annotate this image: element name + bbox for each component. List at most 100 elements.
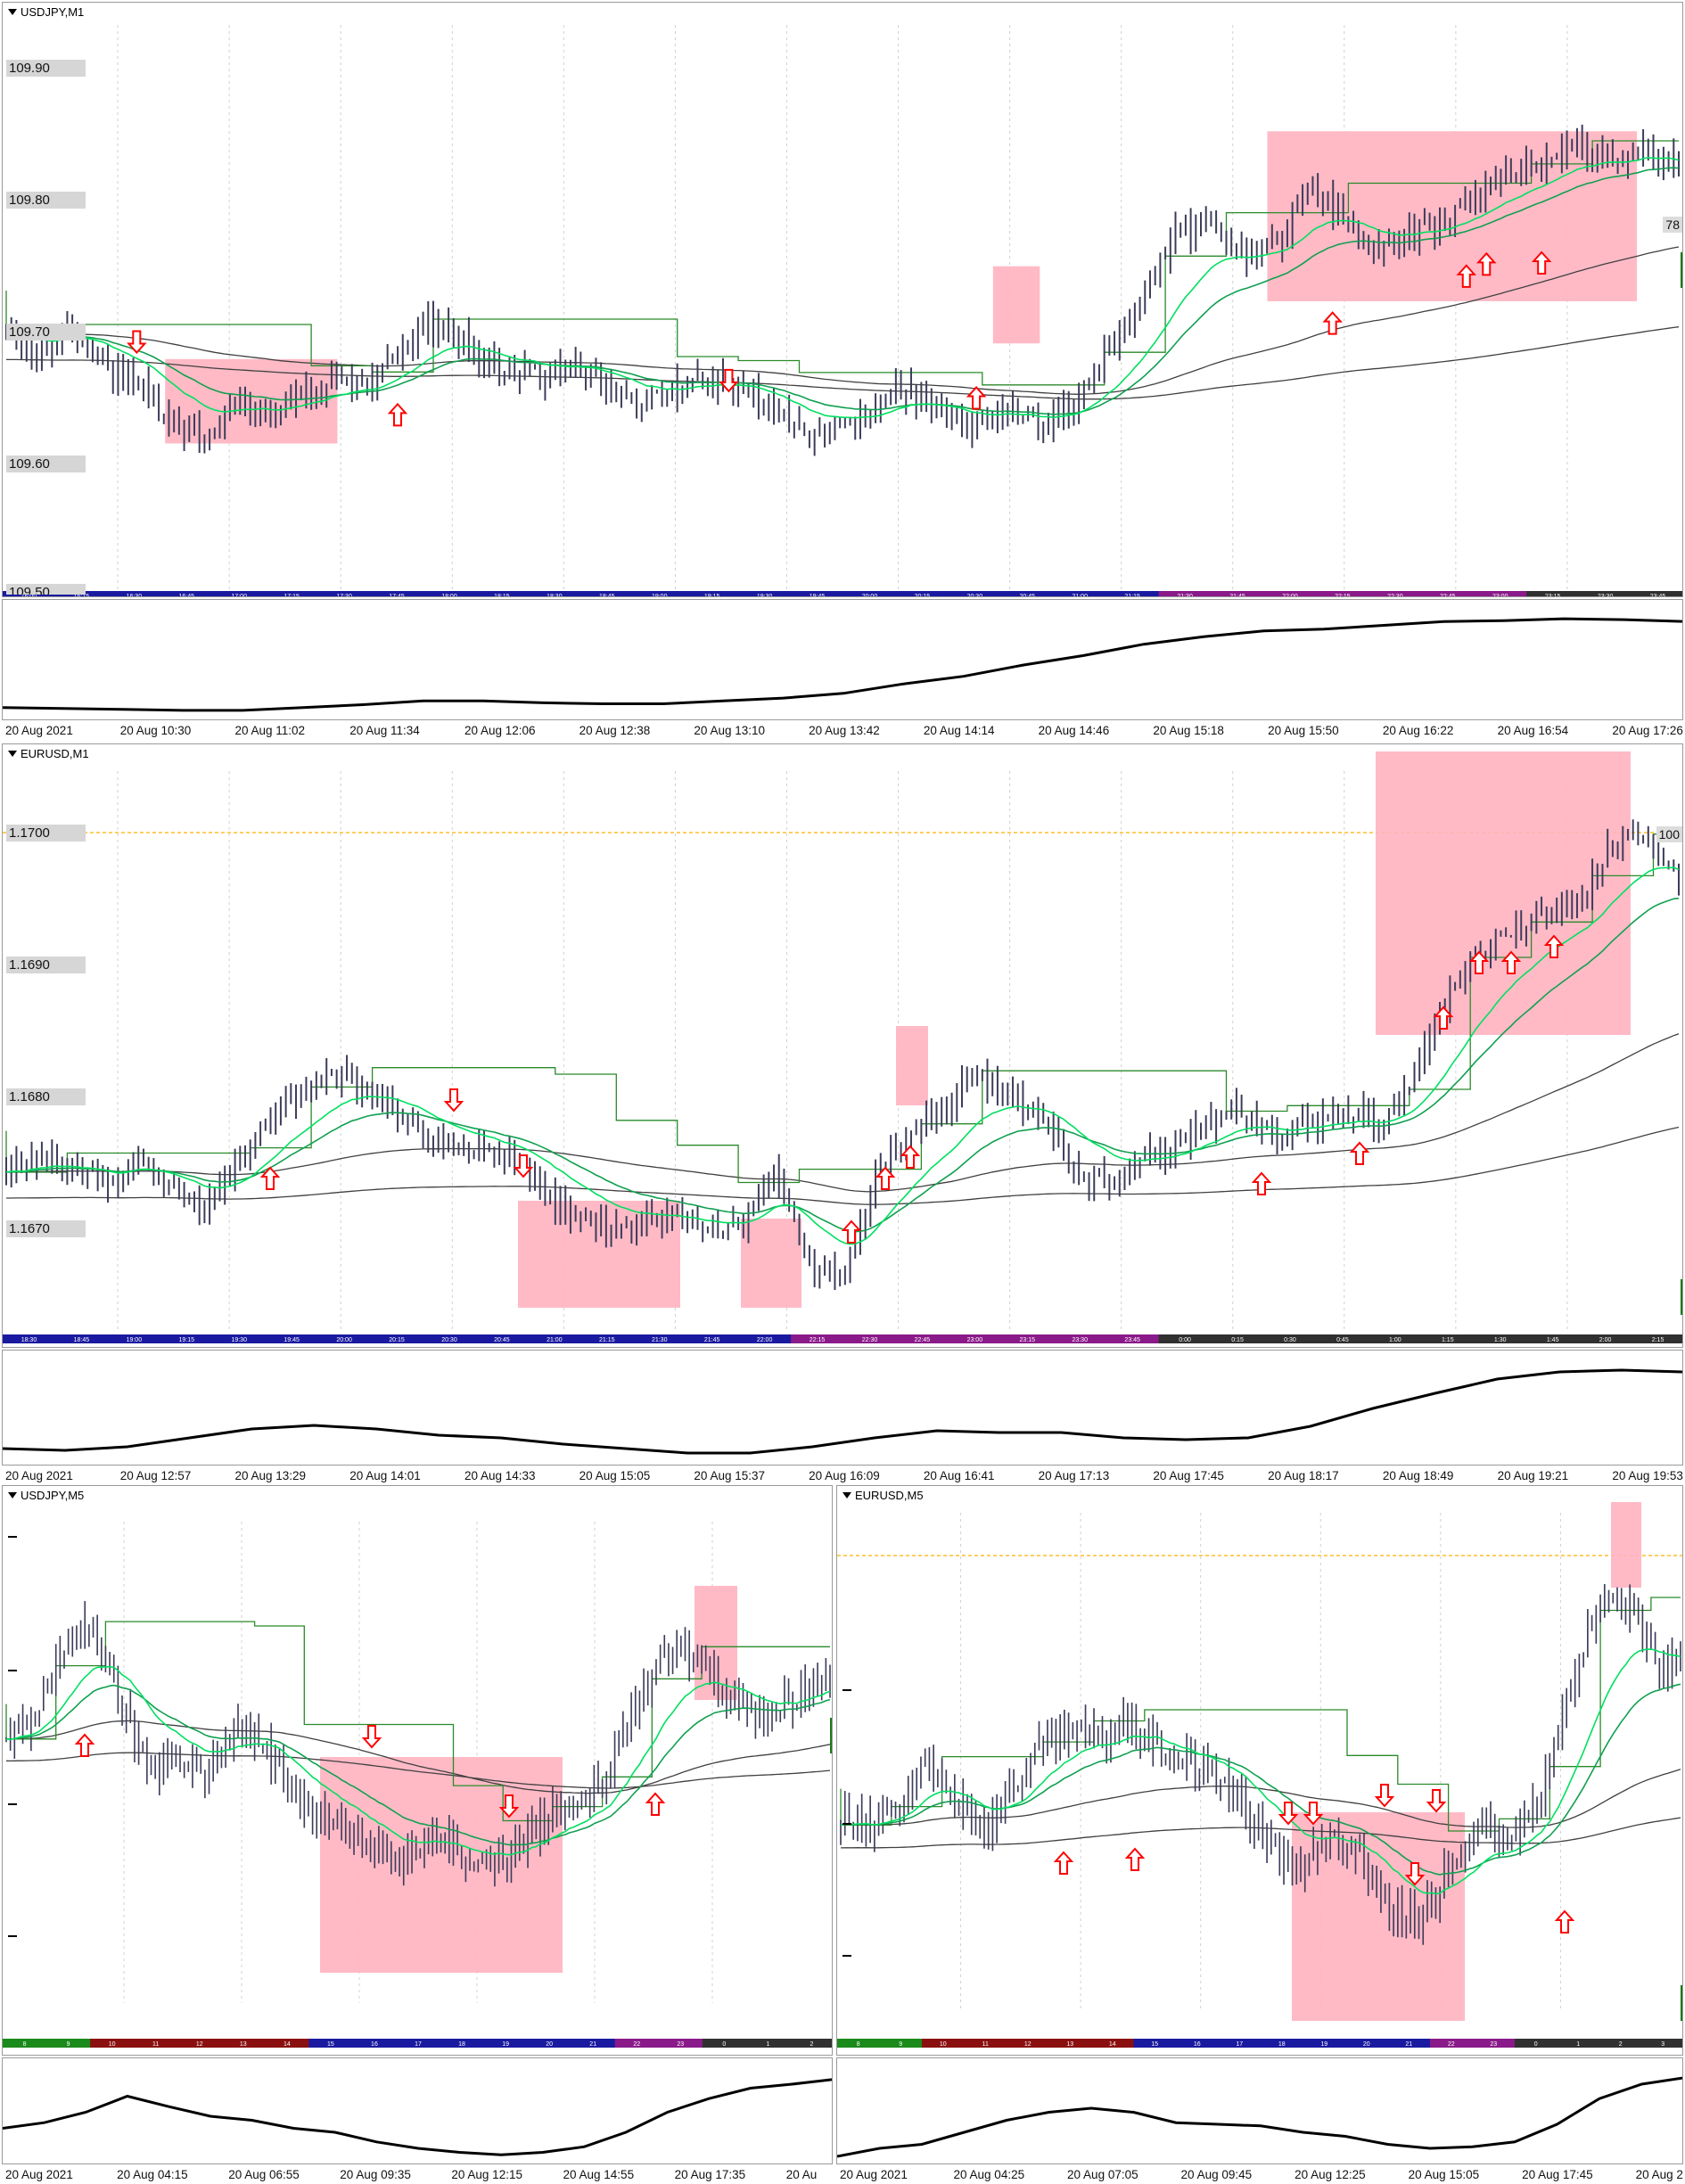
signal-zone: [741, 1219, 801, 1308]
time-axis: 20 Aug 2021 20 Aug 04:15 20 Aug 06:55 20 Au…: [2, 2164, 833, 2184]
session-bar: [1000, 1334, 1055, 1343]
session-time-label: 20:45: [494, 1337, 510, 1343]
session-bar: [1263, 1334, 1318, 1343]
time-axis-label: 20 Aug 04:25: [953, 2168, 1025, 2181]
chart-usdjpy-m5[interactable]: USDJPY,M5 8 9 10 11 12 13 14 15 16 17 18 19 20 21 22 23…: [2, 1485, 833, 2056]
time-axis-label: 20 Aug 18:49: [1382, 1469, 1454, 1482]
session-time-label: 1:00: [1389, 1337, 1401, 1343]
buy-arrow-icon: [1322, 311, 1343, 335]
session-bar: [1599, 2039, 1643, 2048]
session-bar: [1430, 2039, 1474, 2048]
session-bar: [107, 591, 161, 596]
session-bar: [879, 2039, 923, 2048]
session-time-label: 10: [940, 2041, 947, 2048]
time-axis-label: 20 Aug 10:30: [119, 724, 192, 737]
session-bar: [1091, 2039, 1135, 2048]
session-time-label: 21: [589, 2041, 596, 2048]
buy-arrow-icon: [1543, 934, 1565, 958]
session-time-label: 11: [152, 2041, 159, 2048]
session-bar: [895, 1334, 949, 1343]
price-tick: [8, 1935, 17, 1937]
session-time-label: 23:15: [1020, 1337, 1036, 1343]
time-axis-label: 20 Aug 14:46: [1038, 724, 1110, 737]
chart-eurusd-m5[interactable]: EURUSD,M5 8 9 10 11 12 13 14 15 16 17 18 19 20 21 22 23…: [836, 1485, 1683, 2056]
time-axis-label: 20 Aug 14:55: [563, 2168, 635, 2181]
session-time-label: 20:45: [1020, 594, 1036, 597]
chart-usdjpy-m1[interactable]: USDJPY,M1 109.90 109.80 109.70 109.60 10…: [2, 2, 1683, 597]
time-axis-label: 20 Aug 14:01: [349, 1469, 421, 1482]
chart-eurusd-m1[interactable]: EURUSD,M1 1.1700 1.1690 1.1680 1.1670 10…: [2, 743, 1683, 1348]
time-axis-label: 20 Aug 09:45: [1180, 2168, 1253, 2181]
price-label: 1.1670: [6, 1220, 86, 1237]
session-bar: [370, 1334, 424, 1343]
session-bar: [1263, 591, 1318, 596]
buy-arrow-icon: [1349, 1141, 1370, 1165]
session-time-label: 20:15: [915, 594, 931, 597]
session-bar: [3, 1334, 56, 1343]
session-bar: [527, 2039, 572, 2048]
session-time-label: 23:00: [1492, 594, 1508, 597]
collapse-triangle-icon[interactable]: [8, 751, 17, 757]
price-plot: 8 9 10 11 12 13 14 15 16 17 18 19 20 21 22 23 0 1 2 3: [837, 1502, 1682, 2048]
oscillator-usdjpy-m1: [2, 599, 1683, 720]
session-bar: [1133, 2039, 1177, 2048]
sell-arrow-icon: [1303, 1802, 1324, 1826]
session-bar: [440, 2039, 485, 2048]
time-axis-label: 20 Aug 17:13: [1038, 1469, 1110, 1482]
buy-arrow-icon: [875, 1166, 896, 1190]
time-axis: 20 Aug 2021 20 Aug 12:57 20 Aug 13:29 20 Au…: [2, 1466, 1683, 1485]
time-axis-label: 20 Aug 2021: [5, 724, 73, 737]
time-axis-label: 20 Aug 17:45: [1153, 1469, 1224, 1482]
session-time-label: 20:30: [441, 1337, 457, 1343]
sell-arrow-icon: [498, 1794, 520, 1819]
moving-average-fast: [5, 156, 1680, 419]
time-axis-label: 20 Au: [785, 2168, 818, 2181]
time-axis-label: 20 Aug 14:14: [923, 724, 995, 737]
price-label: 1.1690: [6, 957, 86, 973]
chart-title: USDJPY,M1: [8, 5, 84, 19]
signal-zone: [992, 266, 1040, 344]
collapse-triangle-icon[interactable]: [842, 1492, 851, 1498]
session-bar: [1261, 2039, 1304, 2048]
session-time-label: 21:45: [704, 1337, 720, 1343]
buy-arrow-icon: [1053, 1851, 1074, 1875]
session-bar: [107, 1334, 161, 1343]
time-axis-label: 20 Aug 13:10: [694, 724, 765, 737]
moving-average-slow: [5, 1720, 831, 1794]
buy-arrow-icon: [1476, 251, 1497, 276]
session-bar: [1316, 591, 1370, 596]
oscillator-line: [3, 1368, 1682, 1455]
session-bar: [580, 1334, 635, 1343]
session-bar: [791, 591, 844, 596]
session-time-label: 18: [1278, 2041, 1286, 2048]
session-time-label: 1: [766, 2041, 769, 2048]
time-axis-label: 20 Aug 17:35: [674, 2168, 746, 2181]
session-bar: [895, 591, 949, 596]
time-axis-label: 20 Aug 12:38: [579, 724, 651, 737]
price-tick: [8, 1803, 17, 1805]
collapse-triangle-icon[interactable]: [8, 9, 17, 15]
session-bar: [134, 2039, 179, 2048]
session-bar: [948, 1334, 1002, 1343]
buy-arrow-icon: [387, 402, 408, 427]
session-time-label: 18:30: [21, 1337, 37, 1343]
session-time-label: 16: [1194, 2041, 1201, 2048]
sell-arrow-icon: [513, 1154, 534, 1178]
oscillator-curve: [3, 617, 1682, 712]
session-bar: [212, 591, 267, 596]
buy-arrow-icon: [1456, 264, 1476, 288]
buy-arrow-icon: [1251, 1171, 1272, 1195]
session-time-label: 16: [371, 2041, 378, 2048]
time-axis-label: 20 Aug 15:05: [1408, 2168, 1480, 2181]
session-bar: [423, 1334, 477, 1343]
session-bar: [54, 1334, 109, 1343]
session-bar: [352, 2039, 398, 2048]
sell-arrow-icon: [1404, 1862, 1426, 1886]
session-time-label: 15: [1151, 2041, 1158, 2048]
collapse-triangle-icon[interactable]: [8, 1492, 17, 1498]
session-bar: [265, 1334, 319, 1343]
buy-arrow-icon: [1468, 950, 1490, 974]
session-time-label: 23:30: [1598, 594, 1614, 597]
session-time-label: 19:30: [757, 594, 773, 597]
edge-marker: [830, 1718, 832, 1753]
